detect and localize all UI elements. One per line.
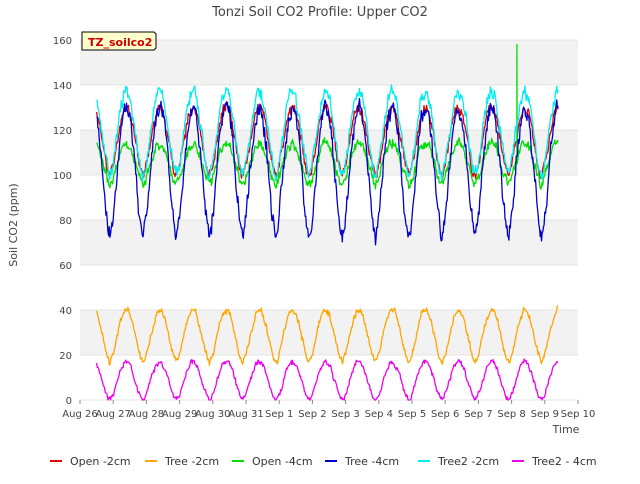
series-line bbox=[95, 305, 559, 366]
x-tick-label: Sep 5 bbox=[398, 409, 426, 420]
site-label-box: TZ_soilco2 bbox=[81, 31, 157, 51]
y-tick-label: 60 bbox=[59, 261, 72, 272]
x-tick-label: Aug 29 bbox=[162, 409, 197, 420]
x-tick-label: Sep 6 bbox=[431, 409, 459, 420]
legend-label: Open -2cm bbox=[70, 455, 131, 468]
x-tick-label: Aug 26 bbox=[62, 409, 97, 420]
x-tick-label: Aug 30 bbox=[195, 409, 230, 420]
x-tick-label: Sep 7 bbox=[464, 409, 492, 420]
legend: Open -2cm Tree -2cm Open -4cm Tree -4cm Tree… bbox=[50, 455, 597, 468]
x-tick-label: Aug 27 bbox=[95, 409, 130, 420]
series-line bbox=[96, 43, 559, 190]
plot-band bbox=[80, 355, 578, 400]
x-tick-label: Aug 28 bbox=[129, 409, 164, 420]
plot-band bbox=[80, 175, 578, 220]
y-tick-label: 40 bbox=[59, 306, 72, 317]
axes bbox=[79, 400, 579, 404]
x-tick-label: Sep 1 bbox=[265, 409, 293, 420]
series-line bbox=[96, 84, 559, 182]
y-tick-label: 140 bbox=[53, 81, 72, 92]
grid-lines bbox=[80, 39, 578, 401]
series-line bbox=[96, 98, 559, 246]
x-axis-label: Time bbox=[552, 423, 580, 436]
x-tick-label: Aug 31 bbox=[228, 409, 263, 420]
plot-band bbox=[80, 220, 578, 265]
plot-bands bbox=[80, 40, 578, 400]
x-tick-label: Sep 2 bbox=[298, 409, 326, 420]
y-tick-labels: 0 20 40 60 80 100 120 140 160 bbox=[53, 36, 72, 407]
y-tick-label: 0 bbox=[66, 396, 72, 407]
y-tick-label: 80 bbox=[59, 216, 72, 227]
legend-label: Tree2 - 4cm bbox=[531, 455, 597, 468]
series-line bbox=[95, 358, 559, 401]
y-tick-label: 160 bbox=[53, 36, 72, 47]
y-tick-label: 100 bbox=[53, 171, 72, 182]
legend-label: Tree -4cm bbox=[344, 455, 399, 468]
legend-label: Tree2 -2cm bbox=[437, 455, 499, 468]
legend-label: Open -4cm bbox=[252, 455, 313, 468]
x-tick-label: Sep 10 bbox=[561, 409, 596, 420]
x-tick-label: Sep 4 bbox=[365, 409, 393, 420]
x-tick-label: Sep 9 bbox=[531, 409, 559, 420]
y-axis-label: Soil CO2 (ppm) bbox=[7, 183, 20, 266]
x-tick-label: Sep 3 bbox=[331, 409, 359, 420]
y-tick-label: 120 bbox=[53, 126, 72, 137]
plot-band bbox=[80, 130, 578, 175]
legend-label: Tree -2cm bbox=[164, 455, 219, 468]
y-tick-label: 20 bbox=[59, 351, 72, 362]
plot-band bbox=[80, 40, 578, 85]
site-label: TZ_soilco2 bbox=[88, 36, 152, 49]
series-layer bbox=[95, 43, 559, 401]
chart-title: Tonzi Soil CO2 Profile: Upper CO2 bbox=[211, 5, 428, 20]
x-tick-label: Sep 8 bbox=[497, 409, 525, 420]
plot-band bbox=[80, 265, 578, 310]
